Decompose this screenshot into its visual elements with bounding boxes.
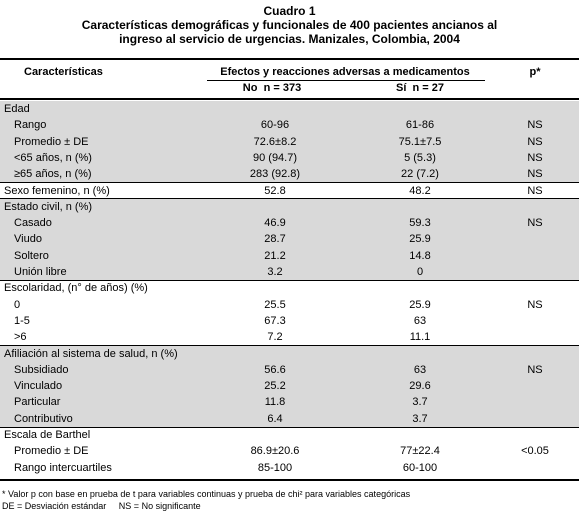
cell: 7.2: [267, 331, 283, 344]
group-rule: [207, 80, 485, 81]
row-label: Promedio ± DE: [14, 445, 89, 458]
section-rule: [0, 279, 579, 281]
table-title: Características demográficas y funcional…: [81, 18, 498, 46]
cell: 46.9: [264, 217, 286, 230]
section-rule: [0, 426, 579, 428]
footnote: DE = Desviación estándar NS = No signifi…: [2, 501, 201, 511]
cell: 6.4: [267, 412, 283, 425]
row-label: Promedio ± DE: [14, 135, 89, 148]
row-label: Rango intercuartiles: [14, 461, 112, 474]
cell: 48.2: [409, 184, 431, 197]
cell: 283 (92.8): [249, 168, 301, 181]
section-band: [0, 101, 579, 183]
row-label: 0: [14, 298, 21, 311]
cell: 60-100: [402, 461, 438, 474]
cell: NS: [527, 119, 543, 132]
cell: NS: [527, 298, 543, 311]
cell: 3.7: [412, 412, 428, 425]
cell: 25.9: [409, 298, 431, 311]
header-rule: [0, 98, 579, 100]
section-label: Edad: [4, 103, 30, 115]
section-label: Sexo femenino, n (%): [4, 184, 110, 197]
cell: 59.3: [409, 217, 431, 230]
cell: 86.9±20.6: [250, 445, 300, 458]
row-label: Unión libre: [14, 266, 67, 278]
cell: 5 (5.3): [404, 151, 436, 164]
cell: NS: [527, 135, 543, 148]
section-band: [0, 345, 579, 427]
cell: <0.05: [521, 445, 549, 458]
cell: 25.9: [409, 233, 431, 246]
row-label: Vinculado: [14, 380, 63, 393]
row-label: Rango: [14, 119, 47, 132]
cell: NS: [527, 363, 543, 376]
cell: 85-100: [257, 461, 293, 474]
cell: 90 (94.7): [252, 151, 298, 164]
col-header: Características: [24, 66, 103, 78]
section-label: Estado civil, n (%): [4, 200, 93, 213]
section-label: Escolaridad, (n° de años) (%): [4, 282, 148, 295]
cell: 75.1±7.5: [398, 135, 442, 148]
cell: NS: [527, 217, 543, 230]
section-band: [0, 198, 579, 281]
cell: 63: [413, 363, 427, 376]
row-label: Contributivo: [14, 412, 73, 425]
row-label: <65 años, n (%): [14, 151, 92, 164]
row-label: 1-5: [14, 314, 30, 327]
cell: 25.2: [264, 380, 286, 393]
col-header: No n = 373: [242, 82, 302, 94]
footnote: * Valor p con base en prueba de t para v…: [2, 489, 411, 499]
cell: 52.8: [264, 184, 286, 197]
cell: 29.6: [409, 380, 431, 393]
cell: 11.1: [409, 331, 431, 344]
cell: 72.6±8.2: [253, 135, 297, 148]
col-header: p*: [529, 66, 541, 78]
cell: NS: [527, 151, 543, 164]
row-label: Viudo: [14, 233, 42, 246]
col-header: Sí n = 27: [396, 82, 444, 94]
cell: NS: [527, 184, 543, 197]
row-label: Soltero: [14, 249, 49, 262]
cell: 25.5: [264, 298, 286, 311]
row-label: ≥65 años, n (%): [14, 168, 92, 181]
row-label: >6: [14, 331, 27, 344]
section-label: Escala de Barthel: [4, 429, 91, 441]
section-rule: [0, 182, 579, 183]
section-label: Afiliación al sistema de salud, n (%): [4, 347, 178, 360]
row-label: Subsidiado: [14, 363, 69, 376]
cell: 0: [416, 266, 424, 278]
cell: 56.6: [264, 363, 286, 376]
section-rule: [0, 198, 579, 200]
cell: NS: [527, 168, 543, 181]
section-rule: [0, 345, 579, 346]
row-label: Casado: [14, 217, 52, 230]
cell: 28.7: [264, 233, 286, 246]
cell: 60-96: [260, 119, 290, 132]
cell: 14.8: [409, 249, 431, 262]
bottom-rule: [0, 479, 579, 481]
cell: 21.2: [264, 249, 286, 262]
top-rule: [0, 58, 579, 60]
cell: 61-86: [405, 119, 435, 132]
cell: 77±22.4: [400, 445, 440, 458]
cell: 22 (7.2): [401, 168, 439, 181]
cell: 67.3: [264, 314, 286, 327]
cell: 3.7: [412, 396, 428, 409]
cell: 63: [413, 314, 427, 327]
col-group-header: Efectos y reacciones adversas a medicame…: [220, 66, 470, 78]
cell: 11.8: [264, 396, 286, 409]
cell: 3.2: [267, 266, 283, 278]
row-label: Particular: [14, 396, 61, 409]
table-number: Cuadro 1: [263, 4, 316, 18]
